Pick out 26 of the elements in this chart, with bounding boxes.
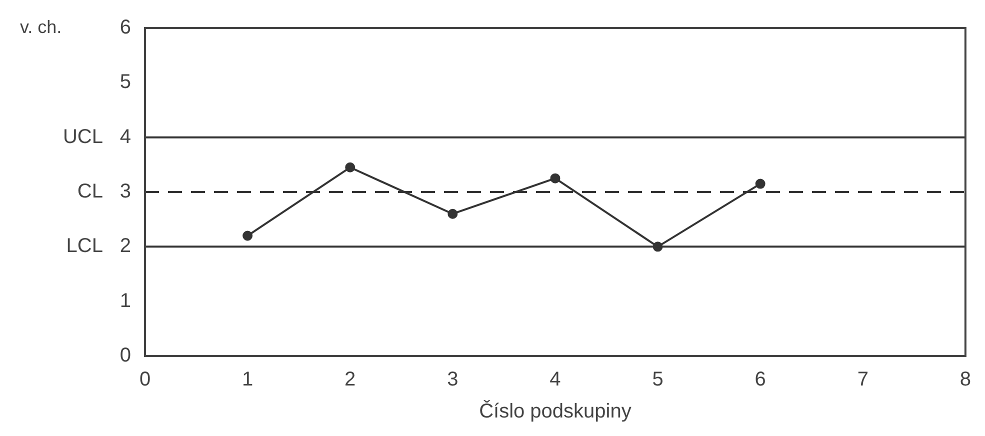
- ref-line-label: LCL: [66, 235, 103, 258]
- y-axis-title: v. ch.: [20, 16, 62, 37]
- point: [242, 230, 253, 241]
- x-axis-title: Číslo podskupiny: [479, 400, 632, 423]
- point: [448, 208, 458, 219]
- point: [755, 178, 766, 189]
- y-tick-label: 3: [120, 180, 131, 203]
- ref-line-label: UCL: [62, 126, 103, 148]
- x-tick-label: 1: [242, 368, 254, 391]
- x-tick-label: 5: [652, 368, 664, 391]
- x-tick-label: 6: [754, 368, 766, 391]
- y-tick-label: 5: [120, 71, 131, 94]
- y-tick-label: 4: [120, 126, 131, 148]
- y-tick-label: 0: [120, 344, 131, 367]
- x-tick-label: 8: [960, 368, 971, 391]
- y-tick-label: 2: [120, 235, 131, 258]
- x-tick-label: 4: [550, 368, 561, 391]
- y-tick-label: 6: [120, 16, 131, 39]
- x-tick-label: 7: [857, 368, 868, 391]
- point: [550, 173, 560, 184]
- x-tick-label: 0: [139, 368, 151, 391]
- x-tick-label: 3: [447, 368, 458, 391]
- x-tick-label: 2: [344, 368, 356, 391]
- y-tick-label: 1: [120, 290, 131, 312]
- ref-line-label: CL: [77, 180, 103, 203]
- point: [345, 162, 356, 172]
